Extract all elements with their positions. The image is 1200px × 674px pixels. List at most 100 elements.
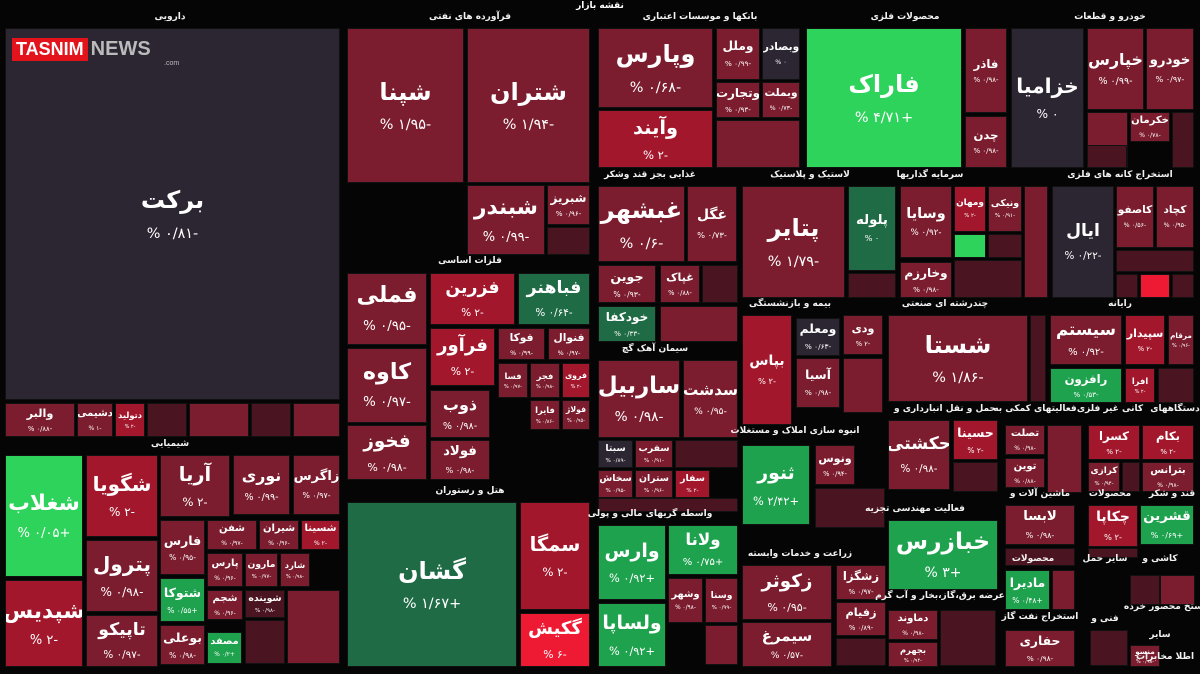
stock-label: چدن	[973, 128, 999, 142]
stock-tile: فزرین -۲ %	[430, 273, 515, 325]
stock-change: -۰/۹۵ %	[605, 488, 626, 495]
sector-heading: فلزات اساسی	[438, 256, 502, 266]
stock-label: وبصادر	[762, 41, 800, 54]
stock-tile: فایرا -۰/۸۶ %	[530, 400, 560, 430]
filler-tile	[1122, 462, 1140, 492]
stock-label: غگل	[697, 207, 727, 224]
stock-change: -۰/۸۹ %	[848, 624, 874, 633]
stock-tile: شجم -۰/۹۶ %	[207, 590, 243, 620]
stock-change: -۰/۹۳ %	[725, 105, 751, 115]
stock-tile: شتران -۱/۹۴ %	[467, 28, 590, 183]
stock-tile: شوینده -۰/۹۸ %	[245, 590, 285, 618]
stock-change: -۰/۸۸ %	[27, 425, 53, 434]
stock-change: -۰/۲۲ %	[1064, 249, 1102, 262]
stock-label: توین	[1013, 461, 1037, 472]
stock-change: ۰ %	[775, 58, 787, 66]
stock-label: دشیمی	[77, 408, 113, 419]
stock-change: +۲/۴۲ %	[753, 493, 799, 508]
sector-heading: قند و شکر	[1148, 489, 1196, 499]
filler-tile	[547, 227, 590, 255]
stock-change: -۰/۹۸ %	[902, 629, 924, 637]
stock-tile: بکام -۲ %	[1142, 425, 1194, 460]
stock-change: -۰/۹۵ %	[767, 600, 807, 614]
filler-tile	[848, 273, 896, 298]
stock-change: -۰/۹۴ %	[1094, 481, 1114, 487]
stock-tile: والبر -۰/۸۸ %	[5, 403, 75, 437]
stock-label: شپنا	[379, 77, 432, 106]
filler-tile	[1024, 186, 1048, 298]
stock-tile: چکاپا -۲ %	[1088, 505, 1138, 547]
stock-change: -۰/۹۴ %	[823, 469, 847, 478]
stock-change: -۰/۶۸ %	[629, 79, 682, 96]
stock-label: وشهر	[671, 588, 700, 600]
stock-change: -۰/۹۲ %	[1068, 347, 1104, 359]
stock-tile: خزامیا ۰ %	[1011, 28, 1084, 168]
stock-tile: آریا -۲ %	[160, 455, 230, 517]
stock-label: دماوند	[897, 613, 929, 624]
stock-label: ونوس	[818, 451, 852, 465]
stock-label: شتران	[489, 77, 568, 106]
stock-tile: سپیدار -۲ %	[1125, 315, 1165, 365]
stock-label: وتجارت	[716, 85, 760, 100]
sector-heading: محصولات فلزی	[870, 12, 940, 22]
filler-tile	[702, 265, 738, 303]
filler-tile	[245, 620, 285, 664]
stock-tile: خپارس -۰/۹۹ %	[1087, 28, 1144, 110]
stock-tile: زاگرس -۰/۹۷ %	[293, 455, 340, 515]
stock-label: شوینده	[248, 592, 282, 604]
stock-change: -۲ %	[1137, 344, 1153, 353]
stock-label: پلوله	[856, 212, 888, 228]
filler-tile	[1090, 630, 1128, 666]
stock-tile: پارس -۰/۹۶ %	[207, 553, 243, 587]
stock-label: منسو	[1135, 646, 1155, 656]
filler-tile	[287, 590, 340, 664]
sector-heading: ماشین آلات و	[1009, 489, 1071, 499]
sector-heading: سرمایه گذاریها	[896, 170, 964, 180]
stock-label: فروی	[565, 370, 587, 380]
sector-heading: فعالیت مهندسی تجزیه	[865, 504, 965, 514]
filler-tile	[1158, 368, 1194, 403]
stock-tile: ومهان -۲ %	[954, 186, 986, 232]
stock-label: سخاش	[599, 472, 632, 484]
stock-tile: ساربیل -۰/۹۸ %	[598, 360, 680, 438]
stock-label: پترول	[93, 552, 151, 576]
stock-label: گکیش	[528, 618, 582, 640]
stock-label: فزرین	[445, 278, 500, 299]
stock-label: ایال	[1066, 221, 1100, 242]
stock-change: -۰/۹۶ %	[214, 609, 236, 617]
stock-label: تاپیکو	[98, 620, 146, 641]
stock-change: -۰/۹۸ %	[100, 585, 144, 599]
stock-change: -۰/۳۳ %	[614, 329, 640, 339]
stock-label: مرقام	[1170, 330, 1192, 340]
stock-tile: شبندر -۰/۹۹ %	[467, 185, 545, 255]
stock-label: شتوکا	[163, 585, 202, 600]
stock-label: غبشهر	[600, 196, 683, 225]
stock-label: ونیکی	[990, 197, 1020, 209]
stock-change: -۲ %	[1103, 532, 1123, 543]
stock-tile: شستا -۱/۸۶ %	[888, 315, 1028, 402]
stock-change: -۰/۷۳ %	[769, 104, 793, 112]
stock-label: مارون	[247, 559, 276, 570]
filler-tile	[1172, 274, 1194, 298]
stock-tile: سبتا -۰/۸۹ %	[598, 440, 633, 468]
stock-tile: خودکفا -۰/۳۳ %	[598, 306, 656, 342]
stock-tile: شبریز -۰/۹۶ %	[547, 185, 590, 225]
stock-tile: قشرین +۰/۶۹ %	[1140, 505, 1194, 545]
stock-label: سیمرغ	[761, 626, 813, 645]
stock-tile: ثنور +۲/۴۲ %	[742, 445, 810, 525]
stock-label: حسینا	[957, 425, 994, 440]
stock-label: فوکا	[509, 331, 534, 345]
stock-change: +۰/۹۲ %	[609, 643, 655, 658]
stock-label: شپدیس	[5, 598, 83, 624]
stock-change: -۰/۹۸ %	[614, 409, 664, 426]
stock-label: دتولید	[118, 410, 142, 420]
stock-change: -۱/۸۶ %	[932, 370, 984, 387]
stock-tile: بجهرم -۰/۹۴ %	[888, 642, 938, 667]
stock-tile: سیمرغ -۰/۵۷ %	[742, 622, 832, 667]
stock-label: وآیند	[633, 115, 678, 139]
stock-change: +۰/۵۵ %	[167, 605, 198, 615]
stock-label: ساربیل	[598, 372, 680, 399]
filler-tile	[705, 625, 738, 665]
stock-tile: ومعلم -۰/۶۳ %	[796, 318, 840, 356]
stock-label: زشگزا	[842, 568, 880, 583]
